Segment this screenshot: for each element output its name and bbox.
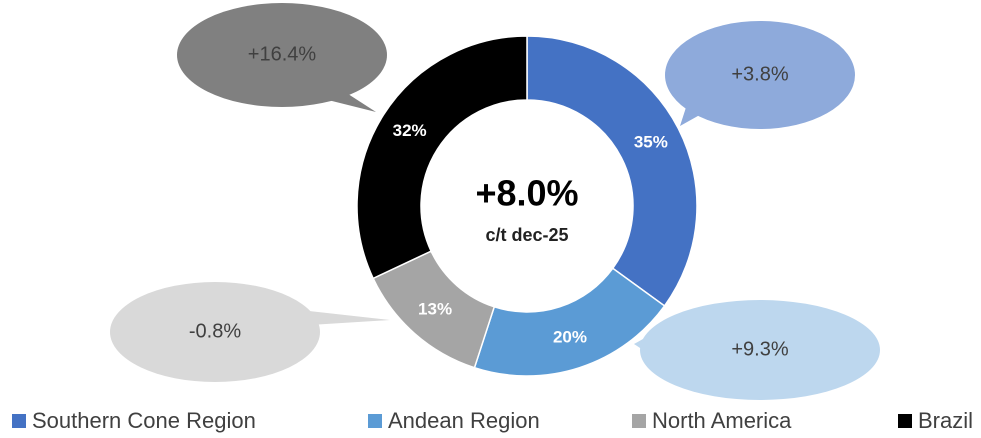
slice-label: 32%: [393, 121, 427, 140]
legend-label: North America: [652, 408, 792, 433]
donut-slice: [356, 35, 528, 280]
callout-bubble: [110, 282, 320, 382]
callout-text: +3.8%: [731, 63, 788, 85]
legend-swatch: [12, 414, 26, 428]
callout-bubble: [640, 300, 880, 400]
callout-bubble: [177, 3, 387, 107]
slice-label: 20%: [553, 328, 587, 347]
callout-text: +9.3%: [731, 338, 788, 360]
callout-tail: [300, 310, 390, 325]
legend-swatch: [898, 414, 912, 428]
legend-label: Brazil: [918, 408, 973, 433]
callout-text: +16.4%: [248, 43, 317, 65]
legend-label: Southern Cone Region: [32, 408, 256, 433]
donut-slice: [526, 35, 698, 307]
legend-swatch: [632, 414, 646, 428]
slice-label: 13%: [418, 300, 452, 319]
callout-text: -0.8%: [189, 320, 241, 342]
legend-label: Andean Region: [388, 408, 540, 433]
legend-swatch: [368, 414, 382, 428]
donut-slice: [473, 267, 666, 377]
callout-bubble: [665, 21, 855, 129]
center-subtitle: c/t dec-25: [485, 225, 568, 245]
slice-label: 35%: [634, 132, 668, 151]
center-title: +8.0%: [475, 173, 578, 214]
